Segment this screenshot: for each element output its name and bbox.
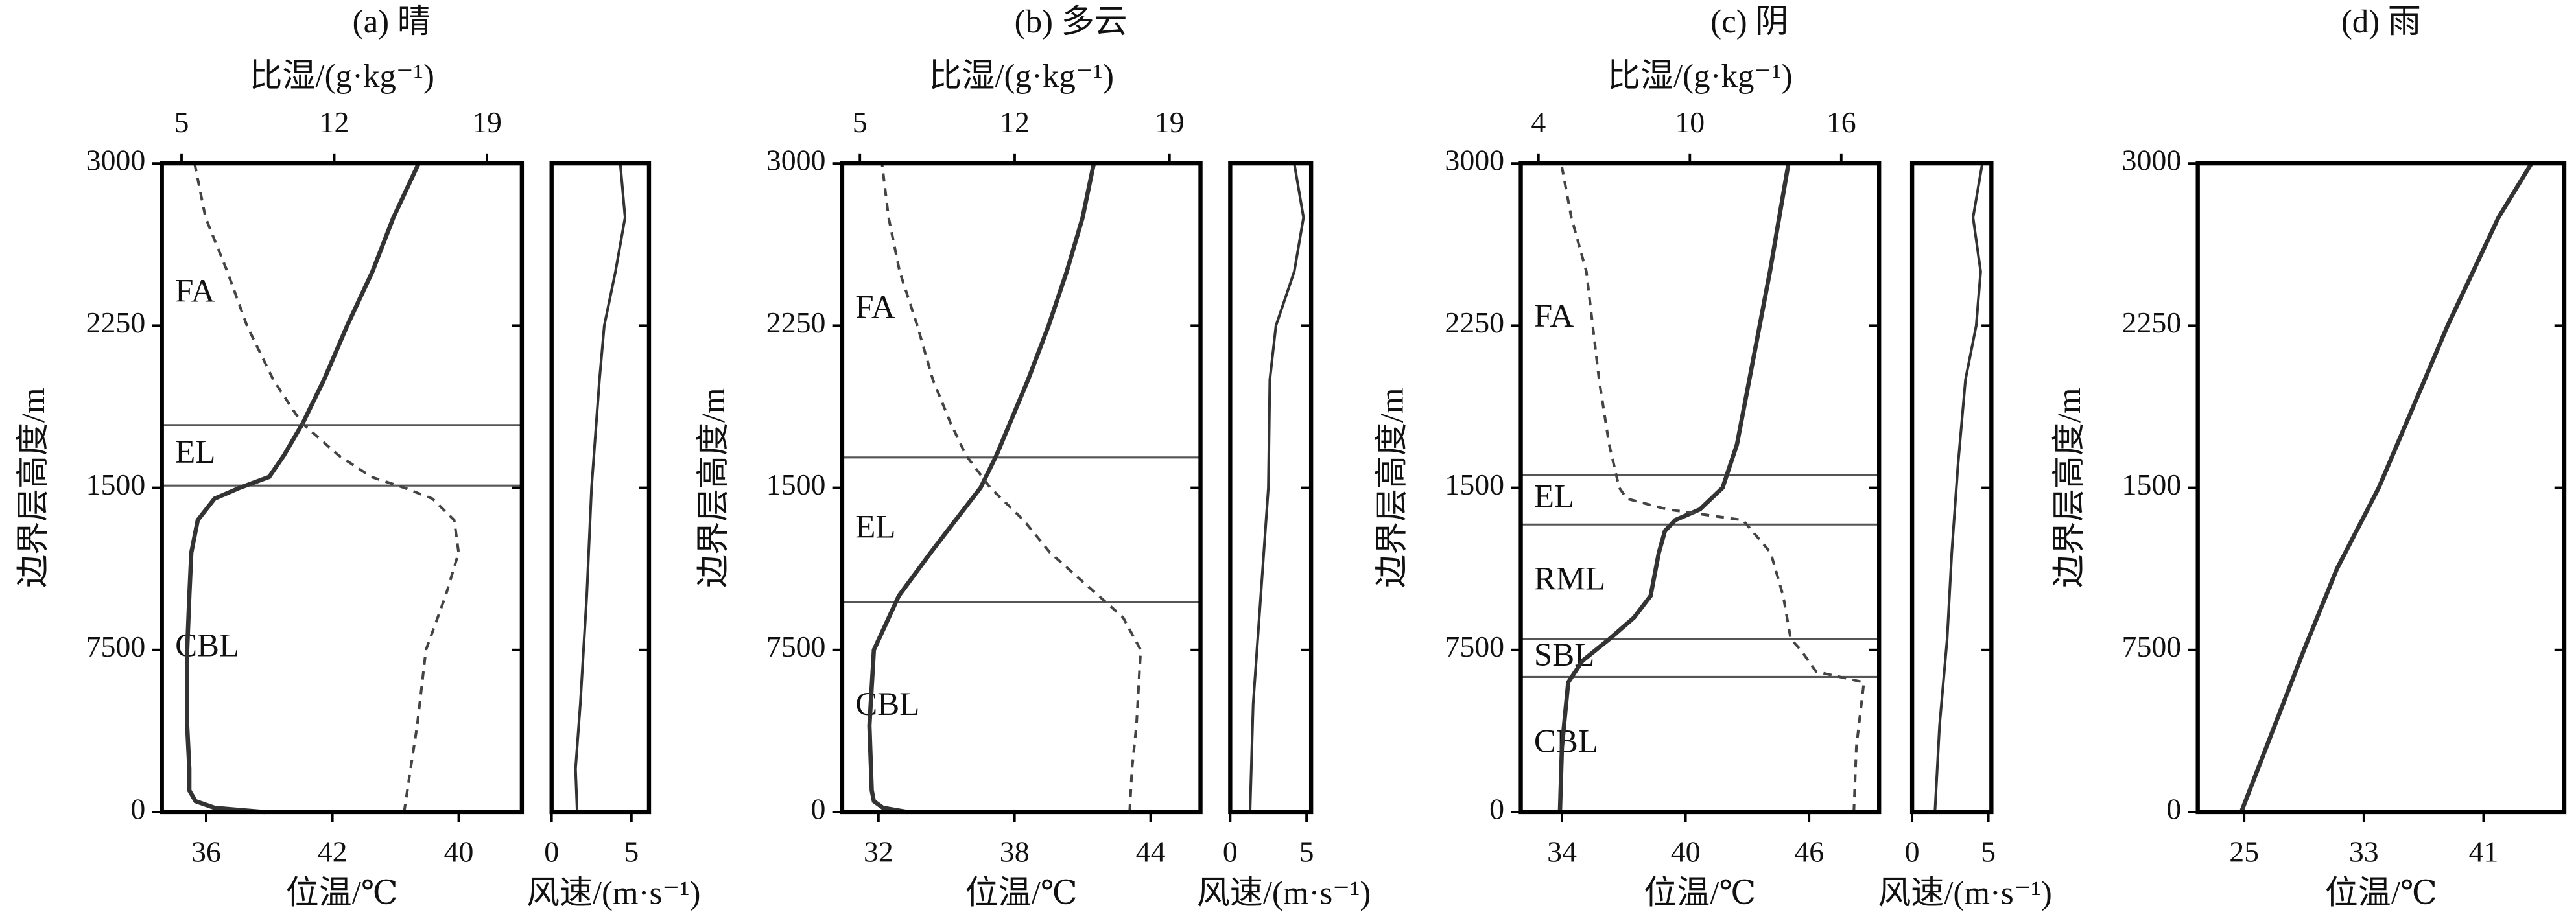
x-tick-label: 38 (1000, 835, 1030, 869)
y-axis-label: 边界层高度/m (1375, 388, 1411, 587)
x-tick-label: 36 (191, 835, 221, 869)
y-tick-label: 1500 (86, 468, 146, 501)
x-tick-label: 25 (2229, 835, 2259, 869)
humidity-line (1559, 163, 1865, 813)
wind-tick-label: 5 (624, 835, 639, 869)
y-tick-label: 3000 (86, 144, 146, 177)
y-tick-label: 1500 (1445, 468, 1504, 501)
plot-frame (840, 161, 1203, 815)
panel-title: (d) 雨 (2341, 4, 2421, 40)
layer-label: EL (855, 509, 895, 545)
y-tick-label: 7500 (766, 630, 826, 663)
wind-line (1933, 163, 1984, 813)
x2-tick-label: 12 (320, 106, 349, 139)
layer-label: FA (855, 290, 895, 326)
y-tick-label: 7500 (86, 630, 146, 663)
x2-tick-label: 4 (1531, 106, 1546, 139)
x-tick-label: 40 (444, 835, 474, 869)
layer-label: FA (175, 274, 215, 310)
theta-line (185, 162, 421, 815)
x-tick-label: 32 (864, 835, 893, 869)
y-tick-label: 3000 (2122, 144, 2182, 177)
layer-label: SBL (1534, 637, 1594, 673)
wind-axis-label: 风速/(m·s⁻¹) (526, 875, 700, 911)
panel-title: (b) 多云 (1015, 4, 1128, 40)
y-axis-label: 边界层高度/m (16, 388, 52, 587)
x2-tick-label: 16 (1826, 106, 1856, 139)
x2-tick-label: 19 (1155, 106, 1185, 139)
layer-label: EL (1534, 479, 1574, 515)
theta-line (2239, 162, 2534, 813)
y-tick-label: 7500 (2122, 630, 2182, 663)
x-tick-label: 41 (2468, 835, 2498, 869)
x2-axis-label: 比湿/(g·kg⁻¹) (1607, 58, 1792, 95)
y-tick-label: 0 (1489, 792, 1504, 825)
x2-tick-label: 5 (174, 106, 189, 139)
y-tick-label: 2250 (2122, 306, 2182, 339)
layer-label: EL (175, 434, 215, 471)
layer-label: FA (1534, 298, 1574, 334)
plot-frame (160, 161, 525, 815)
y-tick-label: 7500 (1445, 630, 1504, 663)
layer-label: RML (1534, 561, 1605, 597)
y-tick-label: 3000 (1445, 144, 1504, 177)
wind-frame (549, 161, 652, 815)
layer-label: CBL (175, 628, 239, 664)
panel-title: (a) 晴 (353, 4, 431, 40)
wind-tick-label: 0 (544, 835, 559, 869)
x2-tick-label: 5 (853, 106, 868, 139)
humidity-line (880, 163, 1142, 813)
x-axis-label: 位温/℃ (1644, 875, 1756, 911)
x-tick-label: 34 (1547, 835, 1577, 869)
layer-label: CBL (855, 686, 919, 723)
wind-tick-label: 0 (1905, 835, 1920, 869)
x-tick-label: 40 (1671, 835, 1701, 869)
wind-tick-label: 5 (1981, 835, 1996, 869)
wind-frame (1228, 161, 1314, 815)
humidity-line (193, 163, 460, 813)
x-tick-label: 44 (1136, 835, 1166, 869)
wind-axis-label: 风速/(m·s⁻¹) (1197, 875, 1371, 911)
y-tick-label: 2250 (86, 306, 146, 339)
plot-frame (1518, 161, 1882, 815)
y-axis-label: 边界层高度/m (696, 388, 732, 587)
wind-axis-label: 风速/(m·s⁻¹) (1878, 875, 2051, 911)
y-tick-label: 0 (130, 792, 145, 825)
wind-frame (1909, 161, 1994, 815)
layer-label: CBL (1534, 723, 1598, 760)
x-axis-label: 位温/℃ (965, 875, 1078, 911)
theta-line (867, 163, 1096, 815)
y-tick-label: 0 (2166, 792, 2181, 825)
theta-line (1557, 163, 1791, 813)
y-tick-label: 1500 (2122, 468, 2182, 501)
x2-tick-label: 12 (1000, 106, 1030, 139)
x2-tick-label: 10 (1675, 106, 1705, 139)
y-axis-label: 边界层高度/m (2051, 388, 2088, 587)
y-tick-label: 2250 (1445, 306, 1504, 339)
panel-title: (c) 阴 (1710, 4, 1788, 40)
x2-tick-label: 19 (472, 106, 502, 139)
x-tick-label: 42 (318, 835, 348, 869)
x-axis-label: 位温/℃ (286, 875, 398, 911)
wind-tick-label: 5 (1299, 835, 1314, 869)
wind-line (574, 163, 627, 813)
x2-axis-label: 比湿/(g·kg⁻¹) (250, 58, 434, 95)
x-tick-label: 33 (2349, 835, 2379, 869)
y-tick-label: 0 (811, 792, 826, 825)
x-tick-label: 46 (1794, 835, 1824, 869)
x2-axis-label: 比湿/(g·kg⁻¹) (929, 58, 1114, 95)
x-axis-label: 位温/℃ (2325, 875, 2437, 911)
plot-frame (2195, 161, 2567, 815)
y-tick-label: 1500 (766, 468, 826, 501)
wind-tick-label: 0 (1223, 835, 1238, 869)
wind-line (1248, 163, 1305, 812)
y-tick-label: 3000 (766, 144, 826, 177)
y-tick-label: 2250 (766, 306, 826, 339)
